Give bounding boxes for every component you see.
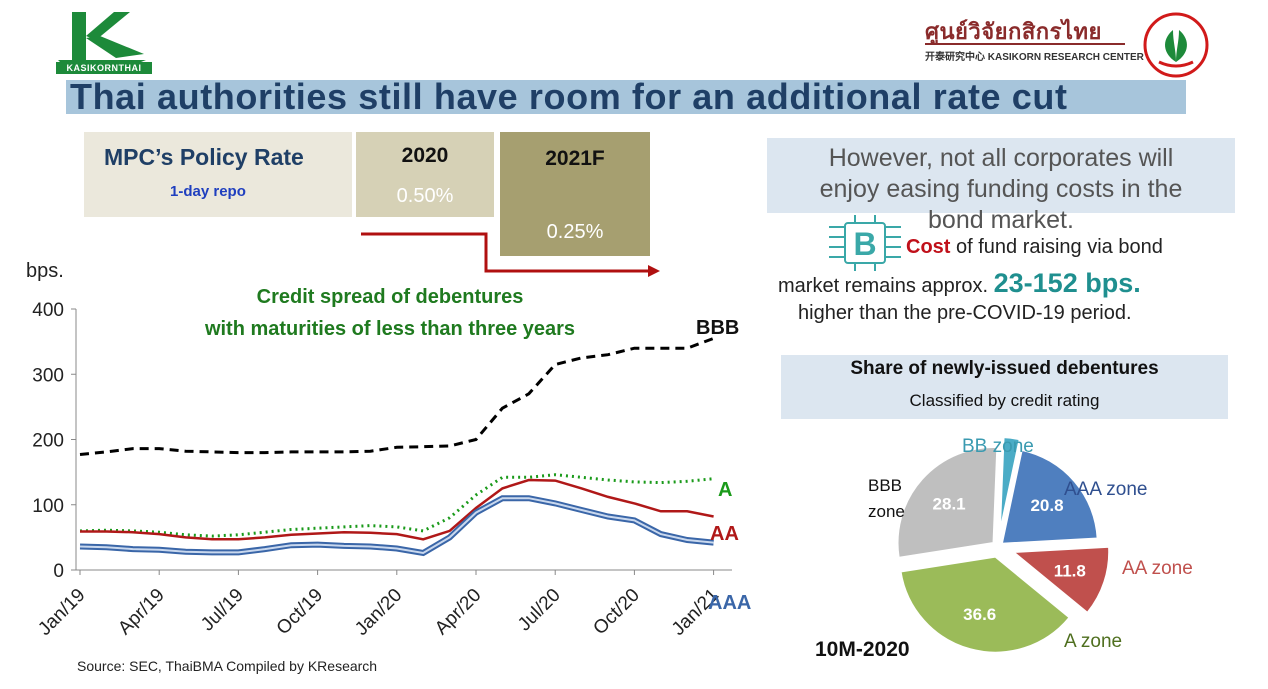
- series-line-bbb: [79, 336, 715, 456]
- mpc-sublabel: 1-day repo: [170, 183, 246, 200]
- y-tick-label: 400: [32, 300, 64, 321]
- bitcoin-bond-icon: B: [829, 215, 901, 271]
- rate-2021f: 0.25%: [546, 221, 604, 243]
- pie-value-label-aaa-zone: 20.8: [1030, 496, 1063, 515]
- pie-slice-aa-zone: [1010, 545, 1111, 615]
- series-line-a: [79, 473, 714, 538]
- rate-2020-box: 2020 0.50%: [356, 132, 494, 217]
- kresearch-thai-name: ศูนย์วิจัยกสิกรไทย: [925, 20, 1102, 45]
- rate-2021f-box: 2021F 0.25%: [500, 132, 650, 256]
- y-tick-label: 200: [32, 431, 64, 452]
- cost-word: Cost: [906, 236, 951, 258]
- pie-slice-aaa-zone: [1000, 448, 1099, 545]
- chart-title-line-1: Credit spread of debentures: [257, 286, 524, 308]
- kresearch-subtitle: 开泰研究中心 KASIKORN RESEARCH CENTER: [925, 52, 1144, 63]
- however-line-3: bond market.: [928, 206, 1074, 234]
- however-line-2: enjoy easing funding costs in the: [819, 175, 1183, 203]
- cost-line-3: higher than the pre-COVID-19 period.: [798, 302, 1132, 324]
- pie-period: 10M-2020: [815, 638, 910, 661]
- x-tick-label: Oct/20: [589, 585, 643, 639]
- however-text: However, not all corporates will enjoy e…: [767, 143, 1235, 236]
- share-header-box: [781, 355, 1228, 419]
- y-tick-label: 0: [53, 561, 64, 582]
- pie-category-label-bbb-zone-1: BBB: [868, 476, 902, 495]
- however-line-1: However, not all corporates will: [828, 144, 1174, 172]
- pie-category-label-aa-zone: AA zone: [1122, 558, 1193, 579]
- series-line-aaa: [79, 495, 714, 557]
- rate-2020: 0.50%: [396, 185, 454, 207]
- cost-range-value: 23-152 bps.: [993, 268, 1141, 298]
- y-axis-label: bps.: [26, 260, 64, 282]
- series-label-aa: AA: [710, 523, 739, 545]
- mpc-policy-box: MPC’s Policy Rate 1-day repo: [84, 132, 352, 217]
- series-line-aa: [80, 478, 714, 541]
- kasikorn-bank-logo: [1143, 12, 1209, 78]
- series-label-aaa: AAA: [708, 592, 751, 614]
- cost-line-2-start: market remains approx.: [778, 275, 994, 297]
- series-line-aaa-inner: [79, 497, 714, 555]
- pie-category-label-aaa-zone: AAA zone: [1064, 479, 1147, 500]
- rate-cut-arrow: [361, 232, 660, 277]
- x-tick-label: Oct/19: [273, 585, 327, 639]
- x-tick-label: Jan/19: [34, 585, 89, 640]
- cost-line-1: Cost of fund raising via bond: [906, 236, 1163, 259]
- pie-category-label-bbb-zone-2: zone: [868, 502, 905, 521]
- x-tick-label: Jan/20: [351, 585, 406, 640]
- pie-category-label-a-zone: A zone: [1064, 631, 1122, 652]
- slide-title: Thai authorities still have room for an …: [66, 79, 1186, 115]
- series-label-bbb: BBB: [696, 317, 739, 339]
- source-note: Source: SEC, ThaiBMA Compiled by KResear…: [77, 658, 378, 674]
- y-tick-label: 300: [32, 365, 64, 386]
- kasikornthai-logo-text: KASIKORNTHAI: [56, 62, 152, 74]
- year-2020: 2020: [401, 144, 449, 167]
- series-label-a: A: [718, 479, 732, 501]
- mpc-label: MPC’s Policy Rate: [104, 144, 304, 170]
- credit-spread-line-chart: bps. 0 100 200 300 400 Jan/19 Apr/19 Jul/19 Oct/1…: [26, 260, 751, 640]
- however-box: [767, 138, 1235, 213]
- pie-slice-a-zone: [899, 555, 1072, 654]
- cost-rest: of fund raising via bond: [950, 236, 1163, 258]
- pie-value-label-aa-zone: 11.8: [1054, 561, 1086, 580]
- cost-line-2: market remains approx. 23-152 bps.: [778, 268, 1141, 299]
- x-tick-label: Apr/20: [431, 585, 485, 639]
- pie-slice-bbb-zone: [896, 446, 999, 559]
- svg-text:B: B: [853, 226, 876, 262]
- debenture-share-pie-chart: 20.8 11.8 36.6 28.1 AAA zone AA zone A zone BBB…: [868, 436, 1193, 654]
- pie-value-label-a-zone: 36.6: [963, 605, 996, 624]
- x-tick-label: Jul/19: [197, 585, 248, 636]
- chart-title-line-2: with maturities of less than three years: [204, 318, 575, 340]
- kresearch-underline: [925, 43, 1125, 45]
- pie-title: Share of newly-issued debentures: [850, 358, 1159, 379]
- pie-category-label-bb-zone: BB zone: [962, 436, 1034, 457]
- pie-slice-bb-zone: [998, 436, 1021, 534]
- pie-value-label-bbb-zone: 28.1: [933, 494, 966, 513]
- year-2021f: 2021F: [545, 147, 605, 170]
- y-tick-label: 100: [32, 496, 64, 517]
- pie-subtitle: Classified by credit rating: [909, 391, 1100, 410]
- x-tick-label: Jul/20: [514, 585, 565, 636]
- x-tick-label: Apr/19: [114, 585, 168, 639]
